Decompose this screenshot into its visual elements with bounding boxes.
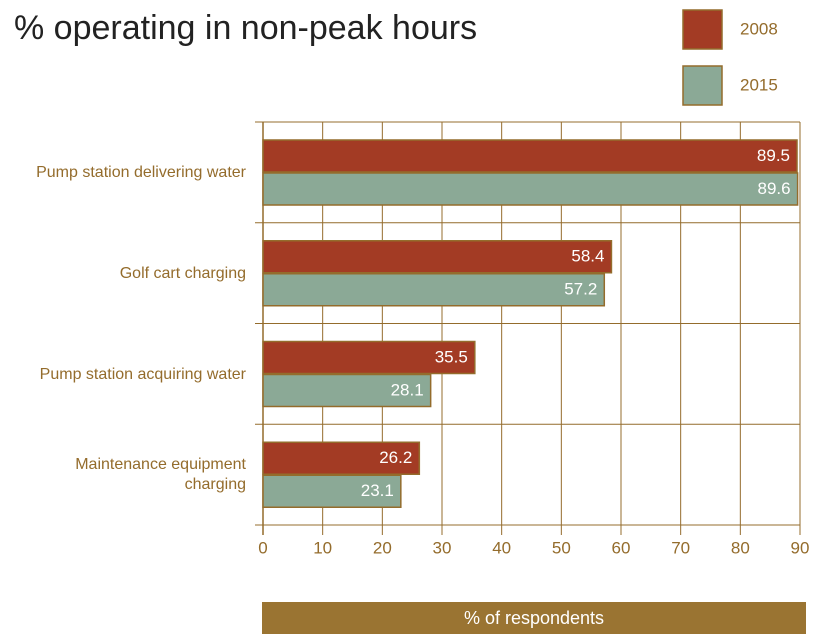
legend-label: 2008 <box>740 19 778 38</box>
x-tick-label: 50 <box>552 538 571 557</box>
x-tick-label: 10 <box>313 538 332 557</box>
x-tick-label: 40 <box>492 538 511 557</box>
x-tick-label: 0 <box>258 538 267 557</box>
value-label: 35.5 <box>435 347 468 366</box>
x-tick-label: 70 <box>671 538 690 557</box>
bar <box>262 139 798 173</box>
x-tick-label: 90 <box>791 538 810 557</box>
bar <box>262 474 402 508</box>
value-label: 23.1 <box>361 481 394 500</box>
value-label: 28.1 <box>391 380 424 399</box>
legend-swatch <box>682 65 723 106</box>
x-tick-label: 30 <box>433 538 452 557</box>
legend-swatch <box>682 9 723 50</box>
bar <box>262 441 421 475</box>
x-tick-label: 20 <box>373 538 392 557</box>
chart-title: % operating in non-peak hours <box>14 9 477 47</box>
y-tick-label: Golf cart charging <box>119 264 246 282</box>
value-label: 89.6 <box>758 179 791 198</box>
y-tick-label: Pump station acquiring water <box>39 365 246 383</box>
y-tick-label: Maintenance equipment charging <box>75 456 246 494</box>
bar <box>262 340 476 375</box>
x-label-band <box>262 602 806 634</box>
bar <box>262 240 613 274</box>
value-label: 58.4 <box>571 247 604 266</box>
x-tick-label: 60 <box>612 538 631 557</box>
value-label: 57.2 <box>564 280 597 299</box>
legend-label: 2015 <box>740 75 778 94</box>
x-tick-label: 80 <box>731 538 750 557</box>
bar <box>262 373 432 408</box>
x-axis-label: % of respondents <box>464 608 604 628</box>
value-label: 26.2 <box>379 448 412 467</box>
value-label: 89.5 <box>757 146 790 165</box>
y-tick-label: Pump station delivering water <box>36 164 246 181</box>
bar <box>262 273 606 307</box>
bar <box>262 172 799 206</box>
